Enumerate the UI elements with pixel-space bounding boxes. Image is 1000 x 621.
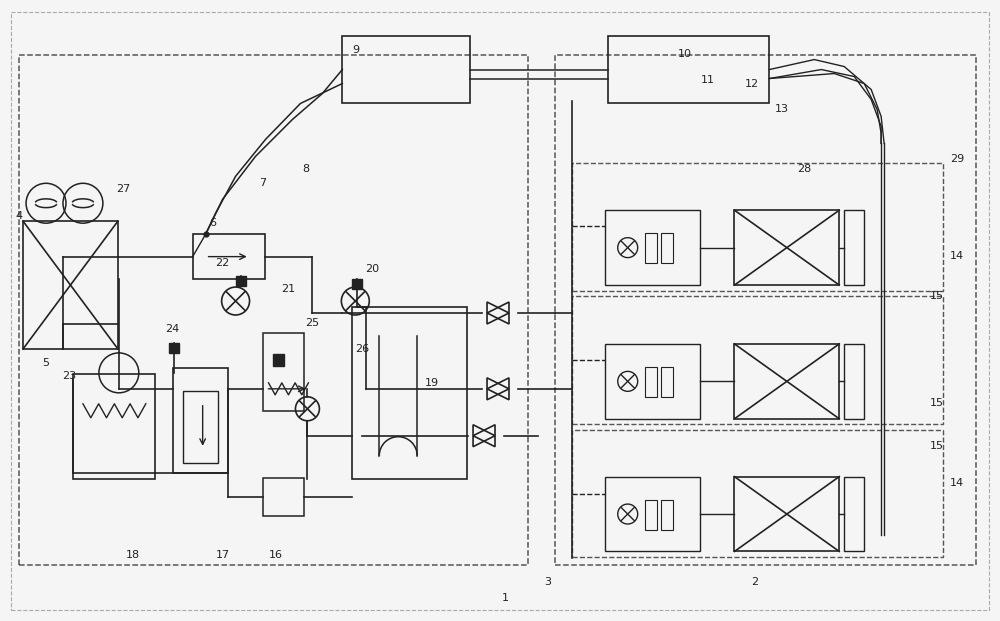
Text: 29: 29 — [950, 155, 964, 165]
Text: 7: 7 — [259, 178, 266, 188]
Text: 14: 14 — [950, 251, 964, 261]
Bar — [572, 163, 943, 291]
Bar — [263, 478, 304, 515]
Text: 15: 15 — [930, 441, 944, 451]
Text: 14: 14 — [950, 478, 964, 487]
Text: 11: 11 — [701, 75, 715, 84]
Text: 15: 15 — [930, 291, 944, 301]
Bar — [605, 477, 700, 551]
Text: 16: 16 — [269, 550, 283, 560]
Text: 28: 28 — [797, 165, 811, 175]
Text: 12: 12 — [744, 78, 758, 89]
Text: 26: 26 — [355, 344, 369, 354]
Text: 9: 9 — [352, 45, 359, 55]
Text: 3: 3 — [544, 578, 551, 587]
Text: 1: 1 — [501, 593, 508, 604]
Text: 23: 23 — [62, 371, 76, 381]
Bar — [645, 367, 657, 397]
Bar — [183, 391, 218, 463]
Bar — [734, 477, 839, 551]
Text: 21: 21 — [281, 284, 296, 294]
Bar — [555, 55, 976, 566]
Bar — [572, 296, 943, 424]
Bar — [73, 374, 155, 479]
Text: 2: 2 — [751, 578, 758, 587]
Bar — [844, 211, 864, 285]
Bar — [193, 234, 265, 279]
Bar — [734, 211, 839, 285]
Bar — [645, 499, 657, 530]
Bar — [173, 368, 228, 473]
Text: 27: 27 — [116, 184, 130, 194]
Bar — [263, 333, 304, 410]
Bar — [352, 279, 362, 289]
Bar — [572, 430, 943, 558]
Bar — [844, 477, 864, 551]
Text: 5: 5 — [43, 358, 50, 368]
Text: 19: 19 — [425, 378, 439, 388]
Text: 13: 13 — [774, 104, 788, 114]
Text: 4: 4 — [16, 211, 23, 221]
Bar — [605, 344, 700, 419]
Bar — [844, 344, 864, 419]
Bar — [352, 307, 467, 479]
Bar — [661, 367, 673, 397]
Bar — [19, 55, 528, 566]
Bar — [605, 211, 700, 285]
Bar — [23, 221, 118, 349]
Bar — [273, 354, 284, 366]
Text: 24: 24 — [166, 324, 180, 334]
Text: 17: 17 — [216, 550, 230, 560]
Text: 18: 18 — [126, 550, 140, 560]
Bar — [734, 344, 839, 419]
Bar — [342, 35, 470, 104]
Bar — [236, 276, 246, 286]
Bar — [608, 35, 769, 104]
Bar — [169, 343, 179, 353]
Text: 25: 25 — [305, 318, 319, 328]
Text: 22: 22 — [215, 258, 230, 268]
Bar — [661, 499, 673, 530]
Bar — [645, 233, 657, 263]
Bar — [661, 233, 673, 263]
Text: 15: 15 — [930, 398, 944, 408]
Text: 20: 20 — [365, 264, 379, 274]
Text: 8: 8 — [302, 165, 309, 175]
Text: 6: 6 — [209, 218, 216, 228]
Text: 10: 10 — [678, 48, 692, 58]
